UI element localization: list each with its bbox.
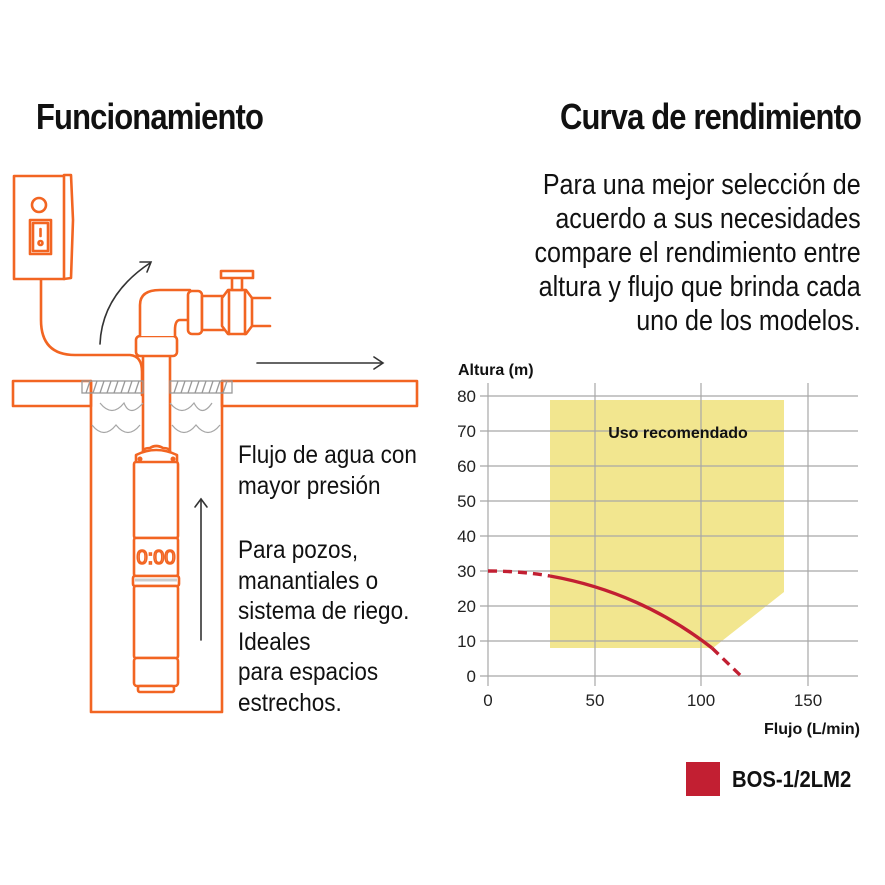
legend-swatch-bos-1-2lm2	[686, 762, 720, 796]
description-line: acuerdo a sus necesidades	[555, 203, 861, 235]
y-axis-ticks: 80 70 60 50 40 30 20 10 0	[457, 387, 476, 686]
curved-arrow-icon	[99, 262, 151, 345]
ground-right	[220, 379, 419, 408]
feature-line: Ideales	[238, 627, 311, 656]
description-line: Para una mejor selección de	[543, 169, 861, 201]
y-tick: 20	[457, 597, 476, 616]
description-line: compare el rendimiento entre	[534, 237, 861, 269]
section-title-funcionamiento: Funcionamiento	[36, 96, 264, 137]
description-line: altura y flujo que brinda cada	[538, 271, 861, 303]
feature-uses: Para pozos, manantiales o sistema de rie…	[238, 535, 409, 718]
valve-icon	[219, 269, 255, 336]
x-axis-ticks: 0 50 100 150	[483, 691, 822, 710]
submersible-pump-icon	[131, 444, 181, 694]
feature-line: para espacios	[238, 658, 379, 686]
x-tick: 50	[586, 691, 605, 710]
hatched-slab-icon	[81, 380, 233, 394]
feature-pressure: Flujo de agua con mayor presión	[238, 440, 417, 501]
y-tick: 0	[467, 667, 476, 686]
feature-line: estrechos.	[238, 688, 342, 717]
water-waves-icon	[91, 401, 221, 434]
y-tick: 40	[457, 527, 476, 546]
y-tick: 60	[457, 457, 476, 476]
feature-line: Flujo de agua con	[238, 441, 417, 469]
legend-label: BOS-1/2LM2	[732, 765, 852, 792]
x-tick: 100	[687, 691, 715, 710]
power-switch-icon	[28, 218, 53, 256]
flow-arrow-up-icon	[194, 497, 208, 641]
recommended-region-label: Uso recomendado	[608, 425, 748, 442]
x-axis-label: Flujo (L/min)	[764, 721, 860, 738]
chart-grid	[480, 383, 858, 686]
recommended-use-region	[550, 400, 784, 648]
x-tick: 150	[794, 691, 822, 710]
y-axis-label: Altura (m)	[458, 362, 534, 379]
feature-line: manantiales o	[238, 566, 379, 595]
y-tick: 50	[457, 492, 476, 511]
pump-display: 0:00	[137, 547, 176, 569]
feature-line: mayor presión	[238, 471, 381, 500]
power-cable	[39, 278, 144, 397]
chart-description: Para una mejor selección de acuerdo a su…	[535, 168, 861, 338]
y-tick: 10	[457, 632, 476, 651]
y-tick: 80	[457, 387, 476, 406]
y-tick: 70	[457, 422, 476, 441]
feature-line: Para pozos,	[238, 536, 359, 564]
x-tick: 0	[483, 691, 492, 710]
well-shaft	[89, 379, 224, 714]
chart-legend: BOS-1/2LM2	[686, 762, 867, 796]
outlet-pipe	[250, 296, 272, 328]
section-title-curva: Curva de rendimiento	[559, 96, 862, 137]
feature-line: sistema de riego.	[238, 597, 410, 625]
control-box-icon	[12, 173, 75, 281]
y-tick: 30	[457, 562, 476, 581]
series-bos-1-2lm2	[487, 569, 743, 678]
flow-arrow-right-icon	[256, 356, 385, 370]
description-line: uno de los modelos.	[636, 305, 861, 337]
